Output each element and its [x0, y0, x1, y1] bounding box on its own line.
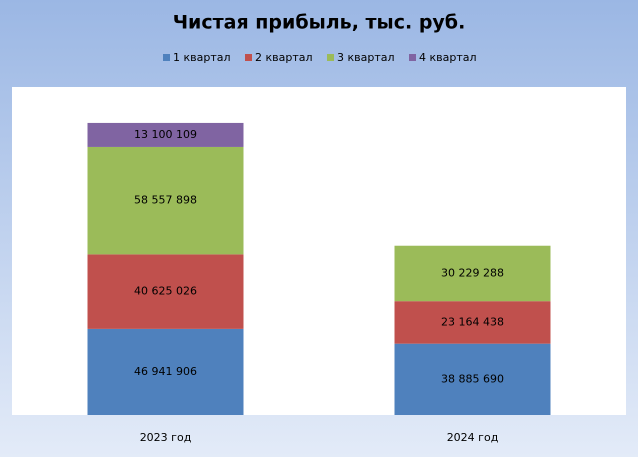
bar-segment: [87, 122, 244, 147]
legend-label: 3 квартал: [337, 51, 395, 64]
bar-segment: [87, 146, 244, 255]
data-label: 58 557 898: [134, 194, 197, 207]
bar-segment: [394, 245, 551, 302]
data-label: 38 885 690: [441, 372, 504, 385]
data-label: 46 941 906: [134, 365, 197, 378]
legend-swatch: [245, 54, 252, 61]
legend-swatch: [327, 54, 334, 61]
bar-segment: [394, 343, 551, 415]
legend-label: 1 квартал: [173, 51, 231, 64]
x-tick-label: 2024 год: [447, 431, 499, 444]
data-label: 40 625 026: [134, 285, 197, 298]
chart-title: Чистая прибыль, тыс. руб.: [173, 12, 466, 34]
data-label: 30 229 288: [441, 266, 504, 279]
legend-swatch: [163, 54, 170, 61]
bar-segment: [87, 254, 244, 329]
legend-label: 4 квартал: [419, 51, 477, 64]
legend-swatch: [409, 54, 416, 61]
data-label: 23 164 438: [441, 315, 504, 328]
data-label: 13 100 109: [134, 128, 197, 141]
bar-segment: [87, 328, 244, 415]
bar-segment: [394, 301, 551, 344]
x-tick-label: 2023 год: [140, 431, 192, 444]
legend-label: 2 квартал: [255, 51, 313, 64]
